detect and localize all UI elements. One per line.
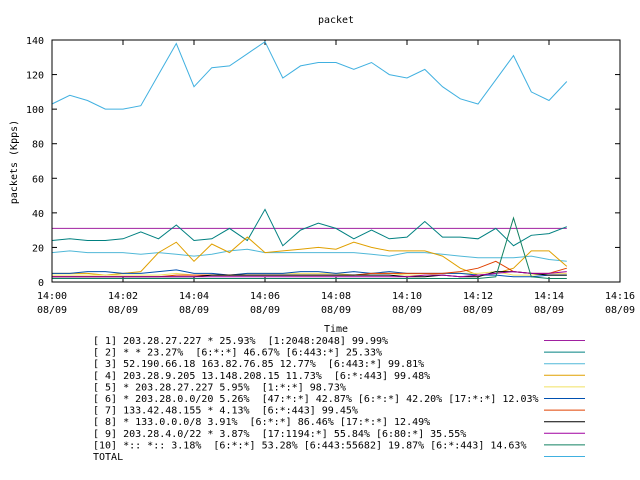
x-tick-date-label: 08/09 [108, 305, 138, 316]
x-tick-date-label: 08/09 [463, 305, 493, 316]
y-tick-label: 140 [26, 36, 44, 47]
x-tick-time-label: 14:04 [179, 291, 209, 302]
x-tick-time-label: 14:12 [463, 291, 493, 302]
x-tick-time-label: 14:00 [37, 291, 67, 302]
legend-entry-4: [ 4] 203.28.9.205 13.148.208.15 11.73% [… [93, 371, 430, 382]
series-line-5 [52, 271, 567, 276]
x-tick-date-label: 08/09 [534, 305, 564, 316]
x-tick-date-label: 08/09 [179, 305, 209, 316]
series-lines [51, 40, 568, 279]
series-line-4 [52, 236, 568, 276]
y-tick-label: 100 [26, 105, 44, 116]
series-line-9 [52, 271, 567, 278]
x-tick-date-label: 08/09 [321, 305, 351, 316]
series-line-2 [51, 208, 567, 247]
legend-entry-1: [ 1] 203.28.27.227 * 25.93% [1:2048:2048… [93, 336, 388, 347]
y-tick-label: 80 [32, 140, 44, 151]
x-tick-date-label: 08/09 [250, 305, 280, 316]
legend-entry-8: [ 8] * 133.0.0.0/8 3.91% [6:*:*] 86.46% … [93, 417, 430, 428]
x-axis-label: Time [324, 324, 348, 335]
x-tick-date-label: 08/09 [605, 305, 635, 316]
x-tick-date-label: 08/09 [37, 305, 67, 316]
axes: 0 20 40 60 80 100 120 140 14:00 08/09 14:02 08/09 14… [26, 36, 635, 316]
y-axis-label: packets (Kpps) [9, 120, 20, 204]
x-tick-time-label: 14:14 [534, 291, 564, 302]
legend-entry-5: [ 5] * 203.28.27.227 5.95% [1:*:*] 98.73… [93, 382, 346, 393]
series-line-10 [52, 216, 567, 279]
x-tick-date-label: 08/09 [392, 305, 422, 316]
legend-entry-9: [ 9] 203.28.4.0/22 * 3.87% [17:1194:*] 5… [93, 429, 466, 440]
legend-entry-6: [ 6] * 203.28.0.0/20 5.26% [47:*:*] 42.8… [93, 394, 539, 405]
legend-entry-10: [10] *:: *:: 3.18% [6:*:*] 53.28% [6:443… [93, 440, 526, 451]
y-tick-label: 0 [38, 278, 44, 289]
legend-entry-3: [ 3] 52.190.66.18 163.82.76.85 12.77% [6… [93, 359, 424, 370]
series-line-11 [51, 40, 568, 110]
x-tick-time-label: 14:08 [321, 291, 351, 302]
y-tick-label: 20 [32, 243, 44, 254]
y-tick-label: 120 [26, 71, 44, 82]
x-tick-time-label: 14:02 [108, 291, 138, 302]
series-line-3 [51, 248, 567, 262]
y-tick-label: 40 [32, 209, 44, 220]
x-tick-time-label: 14:16 [605, 291, 635, 302]
chart-title: packet [318, 15, 354, 26]
legend-entry-2: [ 2] * * 23.27% [6:*:*] 46.67% [6:443:*]… [93, 348, 382, 359]
x-tick-time-label: 14:06 [250, 291, 280, 302]
legend-entry-7: [ 7] 133.42.48.155 * 4.13% [6:*:443] 99.… [93, 406, 358, 417]
y-tick-label: 60 [32, 174, 44, 185]
legend: [ 1] 203.28.27.227 * 25.93% [1:2048:2048… [93, 336, 585, 463]
x-tick-time-label: 14:10 [392, 291, 422, 302]
plot-frame [51, 39, 621, 283]
legend-entry-11: TOTAL [93, 452, 123, 463]
